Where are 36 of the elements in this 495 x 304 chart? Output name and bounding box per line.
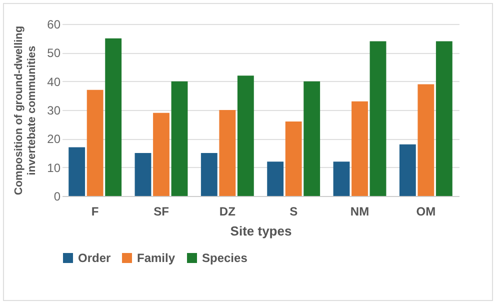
bar	[418, 84, 434, 196]
bar	[399, 144, 416, 196]
bar	[86, 90, 104, 196]
y-tick-label: 20	[47, 132, 61, 146]
bar	[436, 41, 452, 196]
y-axis-title: Composition of ground-dwelling invertebate communities	[13, 26, 38, 196]
bar	[200, 153, 218, 196]
bar	[105, 38, 122, 196]
x-tick-label: SF	[154, 204, 169, 218]
x-tick-label: F	[91, 204, 99, 218]
y-tick-label: 0	[54, 190, 61, 204]
bar	[171, 81, 188, 196]
bar	[219, 110, 236, 196]
x-tick-label: OM	[416, 204, 436, 218]
x-tick-label: NM	[350, 204, 370, 218]
bar	[352, 101, 368, 196]
bar	[370, 41, 386, 196]
bar	[285, 121, 302, 196]
x-tick-label: DZ	[219, 204, 236, 218]
bar	[237, 76, 254, 196]
y-tick-label: 40	[47, 74, 61, 89]
y-tick-label: 50	[47, 46, 61, 60]
legend-label: Family	[137, 251, 176, 265]
y-tick-label: 60	[47, 18, 61, 32]
y-tick-label: 30	[47, 104, 61, 118]
y-tick-label: 10	[47, 160, 61, 175]
bar	[304, 81, 320, 196]
bar	[153, 112, 170, 196]
bar	[267, 162, 284, 196]
bar	[333, 162, 350, 196]
x-axis-title: Site types	[230, 224, 292, 238]
legend-label: Species	[202, 251, 248, 265]
bar	[68, 147, 86, 196]
x-tick-label: S	[290, 204, 298, 218]
bar	[134, 153, 152, 196]
legend-label: Order	[78, 251, 112, 265]
